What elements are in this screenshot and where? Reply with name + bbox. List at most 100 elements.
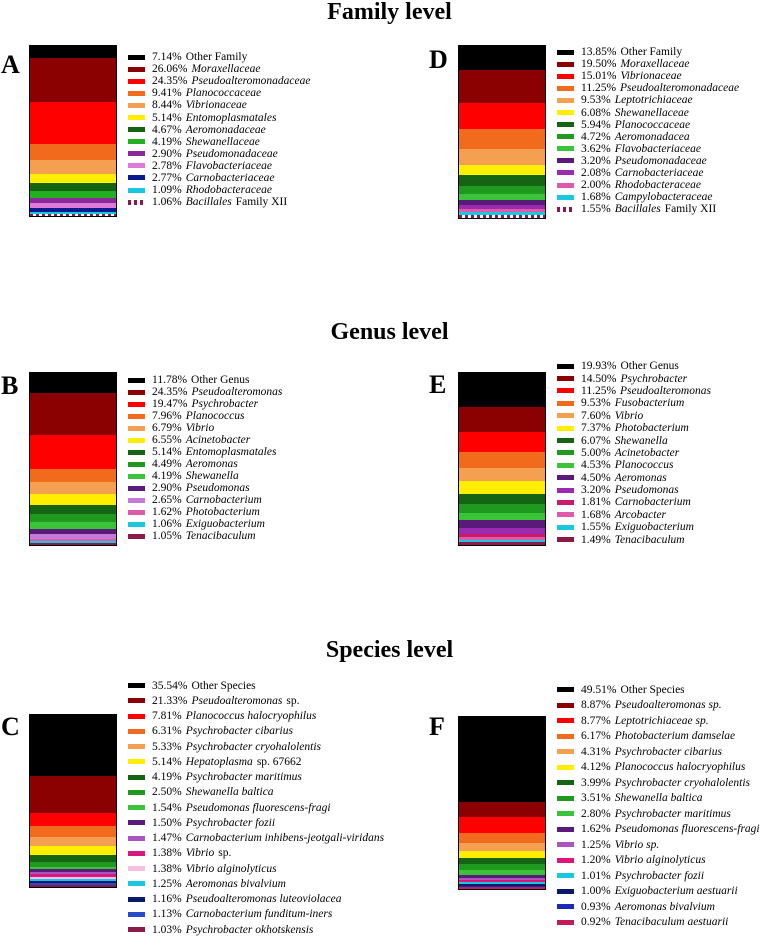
- bar-segment-f-1: [459, 802, 545, 818]
- legend-percent: 15.01%: [581, 70, 617, 83]
- legend-swatch: [557, 795, 574, 801]
- bar-segment-e-1: [459, 407, 545, 433]
- legend-item: 49.51% Other Species: [557, 682, 760, 698]
- legend-percent: 4.19%: [152, 135, 182, 148]
- bar-segment-d-2: [459, 103, 545, 130]
- legend-name: Aeromonas: [185, 458, 238, 470]
- legend-percent: 9.53%: [581, 397, 611, 410]
- legend-item: 1.03% Psychrobacter okhotskensis: [128, 922, 384, 937]
- legend-item: 7.81% Planococcus halocryophilus: [128, 709, 384, 724]
- legend-name: Shewanellaceae: [185, 135, 260, 148]
- bar-segment-c-9: [30, 869, 116, 872]
- bar-segment-d-13: [459, 215, 545, 218]
- legend-percent: 1.25%: [152, 877, 182, 890]
- legend-item: 4.19% Shewanellaceae: [128, 136, 310, 148]
- legend-name: Aeromonas bivalvium: [185, 877, 286, 890]
- bar-segment-a-6: [30, 182, 116, 191]
- bar-segment-c-16: [30, 885, 116, 887]
- bar-segment-c-14: [30, 881, 116, 884]
- legend-swatch: [557, 487, 574, 493]
- bar-segment-f-3: [459, 832, 545, 844]
- bar-segment-e-5: [459, 480, 545, 494]
- legend-swatch: [128, 759, 145, 765]
- legend-name: Other Species: [191, 679, 256, 692]
- legend-percent: 1.47%: [152, 832, 182, 845]
- legend-item: 24.35% Pseudoalteromonas: [128, 386, 282, 398]
- legend-swatch: [557, 400, 574, 406]
- legend-item: 2.77% Carnobacteriaceae: [128, 172, 310, 184]
- legend-e: 19.93% Other Genus 14.50% Psychrobacter 11.2…: [557, 360, 711, 546]
- legend-percent: 4.12%: [581, 761, 611, 774]
- bar-segment-d-8: [459, 193, 545, 200]
- legend-item: 14.50% Psychrobacter: [557, 372, 711, 385]
- legend-item: 1.62% Pseudomonas fluorescens-fragi: [557, 822, 760, 838]
- legend-swatch: [557, 475, 574, 481]
- legend-name: Entomoplasmatales: [185, 446, 277, 458]
- legend-swatch: [128, 896, 145, 902]
- legend-item: 1.13% Carnobacterium funditum-iners: [128, 907, 384, 922]
- legend-a: 7.14% Other Family 26.06% Moraxellaceae 24.3…: [128, 51, 310, 208]
- legend-swatch: [128, 683, 145, 689]
- legend-swatch: [128, 497, 145, 503]
- bar-segment-e-12: [459, 536, 545, 540]
- legend-swatch: [557, 170, 574, 176]
- legend-swatch: [128, 413, 145, 419]
- bar-segment-f-12: [459, 882, 545, 885]
- legend-percent: 13.85%: [581, 46, 617, 59]
- bar-segment-e-13: [459, 539, 545, 543]
- legend-swatch: [128, 521, 145, 527]
- legend-percent: 11.25%: [581, 384, 617, 397]
- bar-segment-c-1: [30, 776, 116, 813]
- legend-item: 1.09% Rhodobacteraceae: [128, 184, 310, 196]
- legend-name: Acinetobacter: [185, 434, 251, 446]
- legend-percent: 1.55%: [581, 521, 611, 534]
- legend-b: 11.78% Other Genus 24.35% Pseudoalteromonas…: [128, 374, 282, 542]
- bar-segment-b-5: [30, 493, 116, 506]
- bar-segment-e-7: [459, 504, 545, 513]
- legend-name: Moraxellaceae: [191, 63, 261, 76]
- legend-percent: 3.51%: [581, 792, 611, 805]
- legend-name-suffix: Family XII: [664, 203, 717, 216]
- legend-percent: 1.06%: [152, 518, 182, 530]
- legend-item: 4.67% Aeromonadaceae: [128, 124, 310, 136]
- bar-segment-c-2: [30, 812, 116, 827]
- legend-name: Bacillales: [185, 196, 232, 209]
- bar-segment-f-2: [459, 817, 545, 833]
- legend-swatch: [557, 182, 574, 188]
- legend-item: 5.94% Planococcaceae: [557, 119, 739, 131]
- bar-segment-c-12: [30, 876, 116, 880]
- legend-item: 0.92% Tenacibaculum aestuarii: [557, 915, 760, 931]
- bar-segment-e-0: [459, 373, 545, 408]
- legend-swatch: [128, 728, 145, 734]
- stacked-bar-b: [29, 372, 117, 546]
- bar-segment-a-7: [30, 190, 116, 198]
- bar-segment-c-3: [30, 826, 116, 838]
- legend-swatch: [128, 533, 145, 539]
- legend-percent: 2.65%: [152, 494, 182, 506]
- legend-swatch: [557, 749, 574, 755]
- legend-item: 5.14% Hepatoplasma sp. 67662: [128, 754, 384, 769]
- legend-swatch: [128, 509, 145, 515]
- legend-swatch: [557, 122, 574, 128]
- legend-name: Fusobacterium: [614, 397, 685, 410]
- legend-swatch: [557, 438, 574, 444]
- legend-percent: 19.50%: [581, 58, 617, 71]
- legend-percent: 4.31%: [581, 745, 611, 758]
- legend-item: 13.85% Other Family: [557, 46, 739, 58]
- legend-percent: 2.50%: [152, 786, 182, 799]
- bar-segment-f-11: [459, 880, 545, 883]
- legend-name: Psychrobacter fozii: [185, 816, 276, 829]
- legend-percent: 9.41%: [152, 87, 182, 100]
- legend-name: Vibrionaceae: [620, 70, 682, 83]
- bar-segment-d-9: [459, 199, 545, 206]
- legend-item: 5.14% Entomoplasmatales: [128, 111, 310, 124]
- legend-swatch: [128, 175, 145, 181]
- bar-segment-a-10: [30, 207, 116, 213]
- legend-swatch: [128, 485, 145, 491]
- legend-swatch: [557, 376, 574, 382]
- legend-name: Vibrio: [185, 422, 215, 434]
- legend-swatch: [557, 425, 574, 431]
- legend-name: Aeromonas: [614, 471, 667, 484]
- legend-percent: 4.72%: [581, 130, 611, 143]
- legend-name: Rhodobacteraceae: [614, 179, 701, 192]
